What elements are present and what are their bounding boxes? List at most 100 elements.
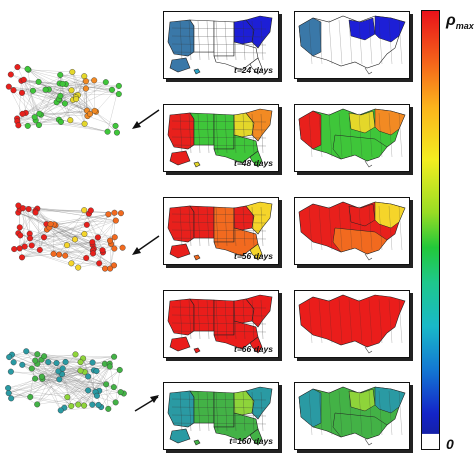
map-panel-us-48: t=48 days [163,104,279,172]
network-node [91,77,98,84]
network-node [81,73,88,80]
network-node [16,245,23,252]
network-node [81,207,88,214]
map-panel-us-160: t=160 days [163,382,279,450]
cartogram-160 [298,386,406,446]
network-node [62,358,69,365]
network-node [99,247,106,254]
max-subscript: max [455,21,474,32]
network-node [93,392,100,399]
arrow-to-network-48 [132,109,160,129]
network-node [117,210,124,217]
network-node [32,209,39,216]
network-node [14,64,21,71]
network-node [21,243,28,250]
network-node [87,110,94,117]
network-node [107,237,114,244]
network-node [105,405,112,412]
network-node [77,359,84,366]
network-node [71,236,78,243]
network-node [5,390,12,397]
cartogram-48 [298,108,406,168]
network-node [102,265,109,272]
time-label: t=48 days [234,158,273,168]
network-node [32,357,39,364]
network-node [6,354,13,361]
network-node [69,68,76,75]
network-node [111,234,118,241]
time-label: t=24 days [234,65,273,75]
cartogram-panel-66 [294,290,410,358]
network-node [56,376,63,383]
network-node [34,401,41,408]
time-label: t=160 days [229,436,273,446]
network-node [19,254,26,261]
network-node [57,407,64,414]
network-node [90,250,97,257]
network-node [93,368,100,375]
network-node [16,224,23,231]
network-node [112,122,119,129]
network-node [89,359,96,366]
network-node [112,217,119,224]
network-node [103,381,110,388]
network-node [41,353,48,360]
network-node [94,234,101,241]
network-node [89,401,96,408]
network-node [117,389,124,396]
network-node [95,401,102,408]
network-node [53,360,60,367]
network-node [104,128,111,135]
network-node [35,122,42,129]
network-node [119,244,126,251]
network-node [55,368,62,375]
network-node [5,385,12,392]
network-node [115,82,122,89]
arrow-to-network-56 [132,235,160,255]
network-node [73,96,80,103]
network-node [25,206,32,213]
map-panel-us-56: t=56 days [163,197,279,265]
network-node [108,86,115,93]
network-node [91,107,98,114]
network-node [105,211,112,218]
network-node [34,351,41,358]
network-node [15,202,22,209]
map-panel-us-66: t=66 days [163,290,279,358]
network-node [45,359,52,366]
network-node [83,255,90,262]
network-node [102,79,109,86]
arrow-to-network-160 [134,395,159,412]
map-panel-us-24: t=24 days [163,11,279,79]
cartogram-panel-56 [294,197,410,265]
network-node [81,230,88,237]
network-node [11,246,18,253]
network-node [28,365,35,372]
network-node [19,361,26,368]
us-map-48 [167,108,273,168]
colorbar-min-label: 0 [446,436,454,452]
network-node [64,394,71,401]
time-label: t=66 days [234,344,273,354]
network-node [115,91,122,98]
network-node [57,118,64,125]
network-node [31,114,38,121]
network-node [63,242,70,249]
network-node [56,251,63,258]
cartogram-24 [298,15,406,75]
network-node [10,359,17,366]
network-node [111,245,118,252]
network-node [107,265,114,272]
cartogram-panel-48 [294,104,410,172]
network-node [15,122,22,129]
network-node [57,92,64,99]
colorbar [421,10,440,450]
network-node [10,87,17,94]
network-node [27,235,34,242]
network-node [111,353,118,360]
network-node [110,384,117,391]
network-node [68,87,75,94]
us-map-24 [167,15,273,75]
network-node [50,250,57,257]
network-node [106,363,113,370]
